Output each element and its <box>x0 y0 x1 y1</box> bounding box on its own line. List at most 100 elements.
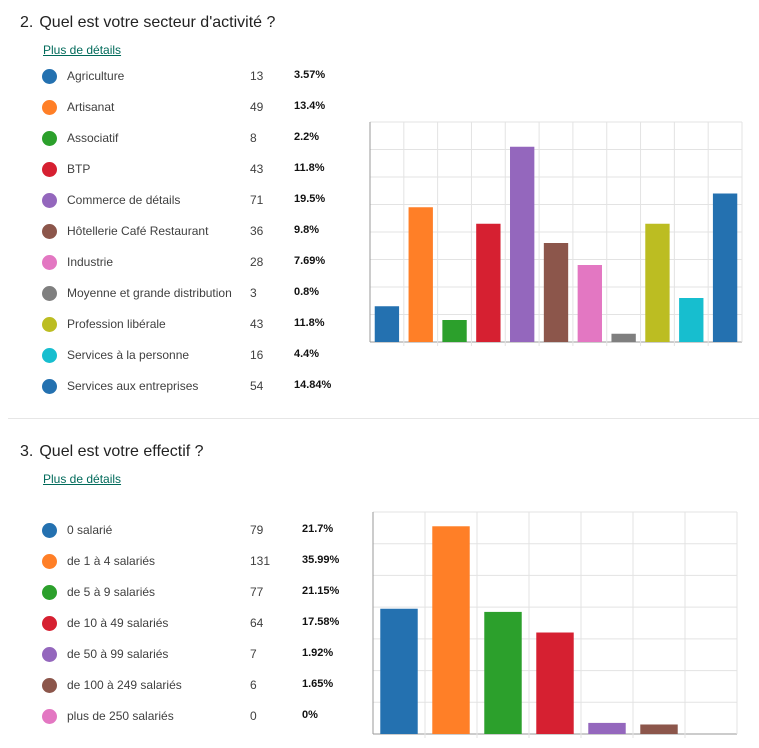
bar-chart <box>372 511 738 738</box>
legend-color-dot <box>42 193 57 208</box>
legend-item: de 5 à 9 salariés 77 21.15% <box>42 582 342 602</box>
legend-label: Associatif <box>67 131 119 145</box>
more-details-link[interactable]: Plus de détails <box>43 43 122 57</box>
question-title: 3. Quel est votre effectif ? <box>20 443 204 461</box>
bar-9[interactable] <box>679 298 704 342</box>
bar-6[interactable] <box>577 265 602 342</box>
bar-3[interactable] <box>476 223 501 342</box>
legend-count: 8 <box>250 131 257 145</box>
legend-label: Commerce de détails <box>67 193 181 207</box>
legend-item: de 1 à 4 salariés 131 35.99% <box>42 551 342 571</box>
legend-label: Agriculture <box>67 69 125 83</box>
bar-3[interactable] <box>536 632 574 734</box>
legend-percent: 4.4% <box>294 348 320 360</box>
legend-label: de 1 à 4 salariés <box>67 554 156 568</box>
bar-5[interactable] <box>543 243 569 342</box>
bar-7[interactable] <box>611 333 636 342</box>
legend-item: Commerce de détails 71 19.5% <box>42 190 342 210</box>
legend-color-dot <box>42 379 57 394</box>
legend-color-dot <box>42 224 57 239</box>
legend-color-dot <box>42 100 57 115</box>
bar-8[interactable] <box>645 223 670 342</box>
legend-item: Industrie 28 7.69% <box>42 252 342 272</box>
legend-item: de 100 à 249 salariés 6 1.65% <box>42 675 342 695</box>
bar-1[interactable] <box>432 526 470 734</box>
legend-color-dot <box>42 585 57 600</box>
legend-count: 43 <box>250 317 264 331</box>
legend-item: 0 salarié 79 21.7% <box>42 520 342 540</box>
legend-item: Profession libérale 43 11.8% <box>42 314 342 334</box>
legend-count: 54 <box>250 379 264 393</box>
legend-count: 28 <box>250 255 264 269</box>
legend-color-dot <box>42 286 57 301</box>
legend-count: 7 <box>250 647 257 661</box>
legend-count: 49 <box>250 100 264 114</box>
legend-label: plus de 250 salariés <box>67 709 174 723</box>
legend-percent: 7.69% <box>294 255 326 267</box>
legend-count: 43 <box>250 162 264 176</box>
legend-color-dot <box>42 348 57 363</box>
question-title: 2. Quel est votre secteur d'activité ? <box>20 14 275 32</box>
question-number: 3. <box>20 443 34 460</box>
bar-1[interactable] <box>408 207 433 342</box>
legend-percent: 1.65% <box>302 678 334 690</box>
bar-0[interactable] <box>374 306 400 342</box>
bar-2[interactable] <box>484 611 522 734</box>
legend-item: plus de 250 salariés 0 0% <box>42 706 342 726</box>
legend-count: 77 <box>250 585 264 599</box>
bar-5[interactable] <box>640 724 678 734</box>
legend-count: 131 <box>250 554 271 568</box>
bar-0[interactable] <box>380 608 418 734</box>
bar-4[interactable] <box>510 146 535 342</box>
legend-item: Associatif 8 2.2% <box>42 128 342 148</box>
legend-item: Services aux entreprises 54 14.84% <box>42 376 342 396</box>
bar-2[interactable] <box>442 320 467 342</box>
more-details-link[interactable]: Plus de détails <box>43 472 122 486</box>
legend-count: 13 <box>250 69 264 83</box>
legend-percent: 19.5% <box>294 193 326 205</box>
section-divider <box>8 418 759 419</box>
question-2: 2. Quel est votre secteur d'activité ? Pl… <box>20 14 743 396</box>
question-text: Quel est votre secteur d'activité ? <box>39 14 276 31</box>
legend-percent: 11.8% <box>294 162 325 174</box>
legend-percent: 13.4% <box>294 100 326 112</box>
legend-color-dot <box>42 678 57 693</box>
legend-label: Hôtellerie Café Restaurant <box>67 224 209 238</box>
legend-item: Services à la personne 16 4.4% <box>42 345 342 365</box>
legend-label: de 50 à 99 salariés <box>67 647 169 661</box>
legend-count: 71 <box>250 193 264 207</box>
legend-item: Hôtellerie Café Restaurant 36 9.8% <box>42 221 342 241</box>
legend-item: Artisanat 49 13.4% <box>42 97 342 117</box>
legend-count: 0 <box>250 709 257 723</box>
legend-label: Services à la personne <box>67 348 190 362</box>
legend-count: 6 <box>250 678 257 692</box>
legend-percent: 11.8% <box>294 317 325 329</box>
legend-label: de 5 à 9 salariés <box>67 585 156 599</box>
legend-label: 0 salarié <box>67 523 113 537</box>
legend-label: de 100 à 249 salariés <box>67 678 182 692</box>
legend-item: Moyenne et grande distribution 3 0.8% <box>42 283 342 303</box>
legend-color-dot <box>42 554 57 569</box>
bar-4[interactable] <box>588 722 626 734</box>
legend-percent: 17.58% <box>302 616 340 628</box>
legend-label: BTP <box>67 162 91 176</box>
legend-item: de 10 à 49 salariés 64 17.58% <box>42 613 342 633</box>
bar-chart <box>369 121 743 346</box>
legend-percent: 21.7% <box>302 523 334 535</box>
legend-percent: 2.2% <box>294 131 320 143</box>
legend-percent: 35.99% <box>302 554 340 566</box>
legend-color-dot <box>42 131 57 146</box>
legend-color-dot <box>42 709 57 724</box>
bar-10[interactable] <box>712 193 738 343</box>
legend-label: Services aux entreprises <box>67 379 199 393</box>
legend-percent: 3.57% <box>294 69 326 81</box>
legend-label: Industrie <box>67 255 114 269</box>
legend-color-dot <box>42 523 57 538</box>
legend-label: de 10 à 49 salariés <box>67 616 169 630</box>
legend-count: 79 <box>250 523 264 537</box>
legend-count: 64 <box>250 616 264 630</box>
legend-color-dot <box>42 255 57 270</box>
legend-item: BTP 43 11.8% <box>42 159 342 179</box>
legend-item: Agriculture 13 3.57% <box>42 66 342 86</box>
legend-label: Artisanat <box>67 100 115 114</box>
